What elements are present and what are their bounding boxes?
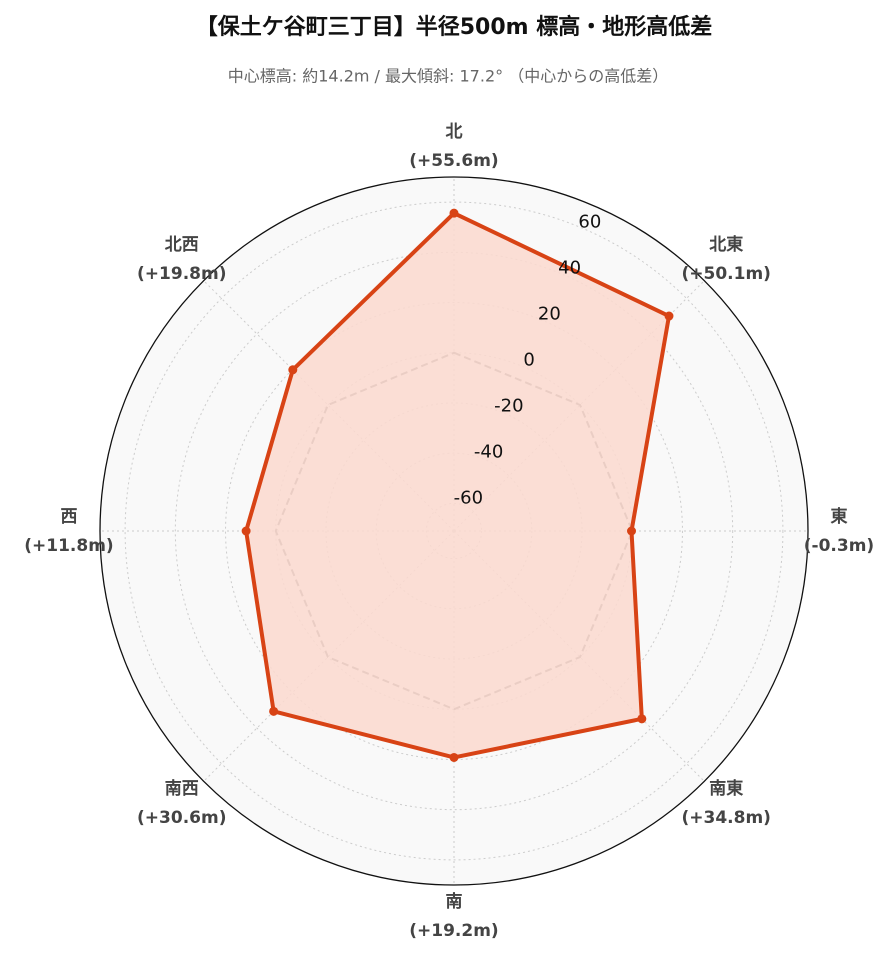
value-label: (+19.2m): [409, 921, 498, 941]
data-point: [637, 714, 647, 724]
r-tick-label: -20: [494, 396, 523, 417]
value-label: (+34.8m): [682, 808, 771, 828]
category-label: 西: [61, 507, 78, 527]
r-tick-label: 20: [538, 304, 561, 325]
category-label: 南東: [709, 778, 743, 799]
value-label: (+50.1m): [682, 264, 771, 284]
r-tick-label: 0: [523, 350, 534, 371]
value-label: (-0.3m): [804, 536, 874, 556]
category-label: 北西: [165, 235, 199, 255]
value-label: (+30.6m): [137, 808, 226, 828]
grid-circle: [174, 251, 734, 811]
category-label: 南西: [165, 778, 199, 799]
value-label: (+11.8m): [24, 536, 113, 556]
category-label: 南: [446, 891, 463, 912]
chart-subtitle: 中心標高: 約14.2m / 最大傾斜: 17.2° （中心からの高低差）: [228, 67, 668, 86]
value-label: (+19.8m): [137, 264, 226, 284]
r-tick-label: 40: [558, 258, 581, 279]
grid-circle: [124, 201, 784, 861]
data-point: [269, 706, 279, 716]
chart-title: 【保土ケ谷町三丁目】半径500m 標高・地形高低差: [196, 14, 713, 40]
outer-frame: [99, 176, 809, 886]
data-point: [664, 311, 674, 321]
r-tick-label: -60: [454, 487, 483, 508]
data-point: [449, 752, 459, 762]
category-label: 東: [831, 506, 848, 527]
value-label: (+55.6m): [409, 151, 498, 171]
category-label: 北: [446, 122, 463, 142]
r-tick-label: 60: [578, 212, 601, 233]
data-point: [627, 526, 637, 536]
category-label: 北東: [709, 234, 743, 255]
r-tick-label: -40: [474, 441, 503, 462]
data-point: [288, 365, 298, 375]
data-point: [241, 526, 251, 536]
data-point: [449, 208, 459, 218]
